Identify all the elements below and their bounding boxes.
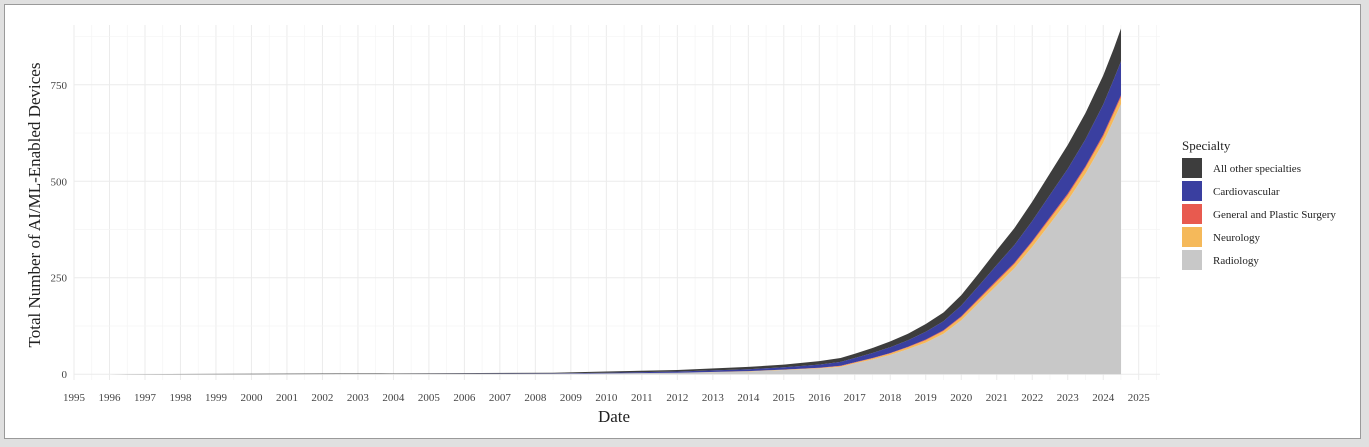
legend-label: General and Plastic Surgery [1213, 209, 1336, 221]
chart-frame [4, 4, 1361, 439]
y-tick-label: 0 [62, 369, 68, 381]
x-tick-label: 1998 [169, 392, 192, 404]
legend-swatch [1182, 204, 1202, 224]
legend-swatch [1182, 181, 1202, 201]
x-tick-label: 2015 [773, 392, 796, 404]
x-tick-label: 2001 [276, 392, 298, 404]
x-tick-label: 2023 [1057, 392, 1080, 404]
x-tick-label: 2016 [808, 392, 831, 404]
x-tick-label: 2009 [560, 392, 583, 404]
x-tick-label: 2021 [986, 392, 1008, 404]
x-tick-label: 2020 [950, 392, 973, 404]
y-axis-title: Total Number of AI/ML-Enabled Devices [25, 63, 44, 348]
x-tick-label: 2019 [915, 392, 938, 404]
y-axis-ticks: 0 250 500 750 [51, 80, 68, 381]
legend-swatch [1182, 250, 1202, 270]
x-tick-label: 1995 [63, 392, 86, 404]
x-tick-label: 2014 [737, 392, 760, 404]
x-tick-label: 1997 [134, 392, 157, 404]
y-tick-label: 750 [51, 80, 68, 92]
legend-title: Specialty [1182, 138, 1231, 153]
x-tick-label: 2025 [1128, 392, 1151, 404]
x-tick-label: 2012 [666, 392, 688, 404]
x-tick-label: 2002 [311, 392, 333, 404]
x-axis-ticks: 1995 1996 1997 1998 1999 2000 2001 2002 2003 2004… [63, 392, 1150, 404]
legend-label: Neurology [1213, 232, 1261, 244]
x-tick-label: 2018 [879, 392, 902, 404]
x-tick-label: 2007 [489, 392, 512, 404]
x-tick-label: 2003 [347, 392, 370, 404]
legend: Specialty All other specialties Cardiovas… [1182, 138, 1336, 270]
x-tick-label: 2011 [631, 392, 653, 404]
x-tick-label: 2024 [1092, 392, 1115, 404]
x-tick-label: 2010 [595, 392, 618, 404]
x-tick-label: 2006 [453, 392, 476, 404]
x-tick-label: 2013 [702, 392, 725, 404]
x-tick-label: 2000 [240, 392, 263, 404]
x-tick-label: 2005 [418, 392, 441, 404]
x-axis-title: Date [598, 407, 630, 426]
x-tick-label: 2008 [524, 392, 547, 404]
y-tick-label: 500 [51, 176, 68, 188]
x-tick-label: 2022 [1021, 392, 1043, 404]
area-series [109, 28, 1121, 375]
legend-label: All other specialties [1213, 163, 1301, 175]
legend-swatch [1182, 158, 1202, 178]
x-tick-label: 2017 [844, 392, 867, 404]
y-tick-label: 250 [51, 273, 68, 285]
legend-label: Cardiovascular [1213, 186, 1280, 198]
x-tick-label: 1996 [98, 392, 121, 404]
legend-label: Radiology [1213, 255, 1259, 267]
x-tick-label: 2004 [382, 392, 405, 404]
x-tick-label: 1999 [205, 392, 228, 404]
legend-swatch [1182, 227, 1202, 247]
area-radiology [109, 104, 1121, 375]
